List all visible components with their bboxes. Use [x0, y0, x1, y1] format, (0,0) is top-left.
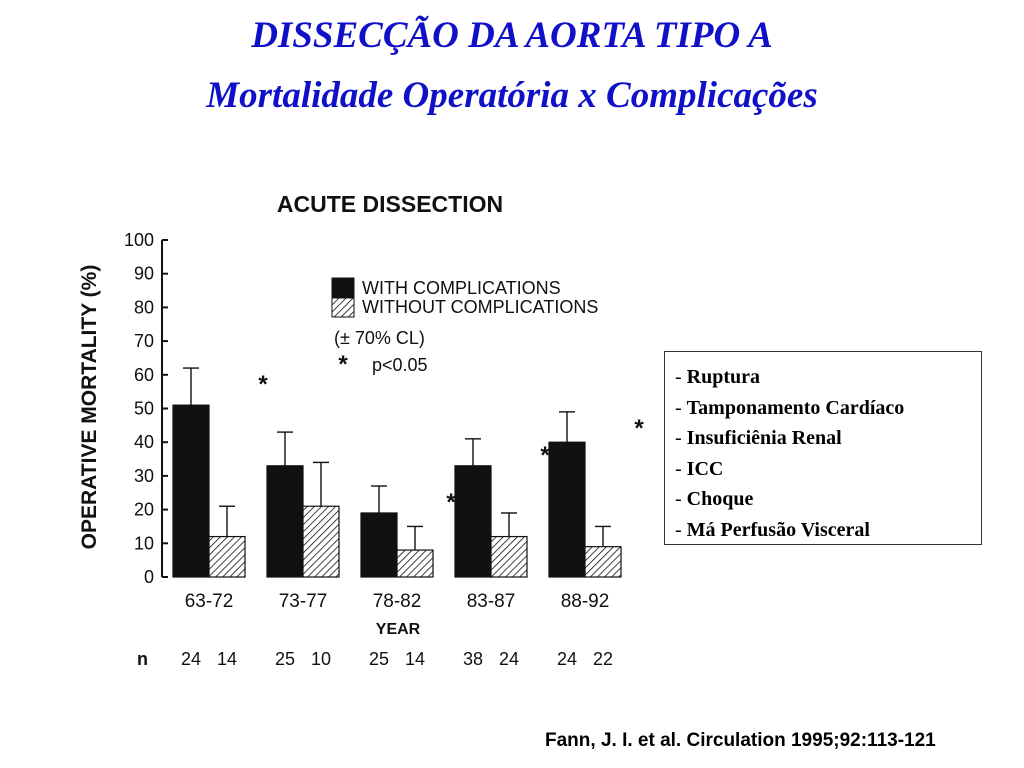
significance-marker: * [540, 442, 550, 469]
legend-ci-note: (± 70% CL) [334, 328, 425, 348]
y-tick-label: 80 [134, 297, 154, 317]
n-value: 24 [499, 649, 519, 669]
y-tick-label: 20 [134, 500, 154, 520]
legend-significance-note: p<0.05 [372, 355, 428, 375]
significance-marker: * [634, 415, 644, 442]
y-tick-label: 100 [124, 230, 154, 250]
bar-with-complications [172, 404, 210, 578]
y-tick-label: 60 [134, 365, 154, 385]
legend-significance-symbol: * [338, 351, 348, 378]
y-tick-label: 90 [134, 264, 154, 284]
complication-item: - Ruptura [675, 366, 761, 388]
y-tick-label: 0 [144, 567, 154, 587]
n-label: n [137, 649, 148, 669]
bar-without-complications [490, 535, 528, 578]
y-tick-label: 70 [134, 331, 154, 351]
y-tick-label: 10 [134, 533, 154, 553]
x-tick-label: 88-92 [561, 591, 610, 612]
bar-without-complications [396, 549, 434, 578]
legend-swatch-without-complications [331, 297, 355, 318]
n-value: 24 [557, 649, 577, 669]
y-axis-label: OPERATIVE MORTALITY (%) [78, 265, 101, 550]
n-value: 14 [217, 649, 237, 669]
n-value: 10 [311, 649, 331, 669]
x-tick-label: 83-87 [467, 591, 516, 612]
bar-without-complications [208, 535, 246, 578]
x-axis-label: YEAR [376, 621, 421, 638]
legend-label-without-complications: WITHOUT COMPLICATIONS [362, 297, 598, 317]
complication-item: - Choque [675, 488, 754, 510]
n-value: 25 [369, 649, 389, 669]
y-tick-label: 30 [134, 466, 154, 486]
chart-title: ACUTE DISSECTION [277, 191, 503, 217]
citation: Fann, J. I. et al. Circulation 1995;92:1… [545, 730, 936, 751]
bar-with-complications [548, 441, 586, 578]
bar-with-complications [266, 465, 304, 578]
complications-list: - Ruptura - Tamponamento Cardíaco - Insu… [675, 362, 981, 545]
x-tick-label: 73-77 [279, 591, 328, 612]
bar-without-complications [584, 546, 622, 578]
bar-without-complications [302, 505, 340, 578]
complication-item: - Má Perfusão Visceral [675, 518, 870, 541]
n-value: 22 [593, 649, 613, 669]
complication-item: - Insuficiênia Renal [675, 427, 842, 449]
slide-title: DISSECÇÃO DA AORTA TIPO A [251, 15, 773, 56]
n-value: 24 [181, 649, 201, 669]
n-value: 25 [275, 649, 295, 669]
complications-list-box: - Ruptura - Tamponamento Cardíaco - Insu… [664, 351, 982, 545]
n-value: 14 [405, 649, 425, 669]
significance-marker: * [446, 489, 456, 516]
legend-swatch-with-complications [331, 277, 355, 298]
n-value: 38 [463, 649, 483, 669]
mortality-bar-chart: ACUTE DISSECTION 0 10 20 30 40 50 60 70 80 90 100 OP… [78, 191, 644, 669]
significance-marker: * [258, 371, 268, 398]
y-tick-label: 40 [134, 432, 154, 452]
complication-item: - Tamponamento Cardíaco [675, 396, 905, 419]
y-tick-label: 50 [134, 399, 154, 419]
x-tick-label: 78-82 [373, 591, 422, 612]
legend-label-with-complications: WITH COMPLICATIONS [362, 278, 561, 298]
complication-item: - ICC [675, 457, 724, 480]
slide-subtitle: Mortalidade Operatória x Complicações [206, 75, 818, 116]
bar-with-complications [360, 512, 398, 578]
bar-with-complications [454, 465, 492, 578]
x-tick-label: 63-72 [185, 591, 234, 612]
